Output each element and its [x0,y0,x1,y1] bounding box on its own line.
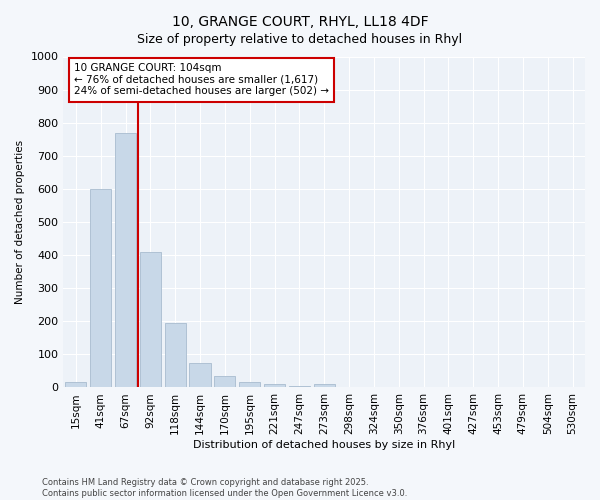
Bar [239,382,260,388]
Text: 10, GRANGE COURT, RHYL, LL18 4DF: 10, GRANGE COURT, RHYL, LL18 4DF [172,15,428,29]
Bar [115,132,136,388]
Bar [90,189,111,388]
Text: Size of property relative to detached houses in Rhyl: Size of property relative to detached ho… [137,32,463,46]
X-axis label: Distribution of detached houses by size in Rhyl: Distribution of detached houses by size … [193,440,455,450]
Y-axis label: Number of detached properties: Number of detached properties [15,140,25,304]
Text: Contains HM Land Registry data © Crown copyright and database right 2025.
Contai: Contains HM Land Registry data © Crown c… [42,478,407,498]
Bar [190,362,211,388]
Bar [264,384,285,388]
Bar [164,323,186,388]
Bar [214,376,235,388]
Bar [314,384,335,388]
Bar [140,252,161,388]
Bar [289,386,310,388]
Bar [65,382,86,388]
Text: 10 GRANGE COURT: 104sqm
← 76% of detached houses are smaller (1,617)
24% of semi: 10 GRANGE COURT: 104sqm ← 76% of detache… [74,63,329,96]
